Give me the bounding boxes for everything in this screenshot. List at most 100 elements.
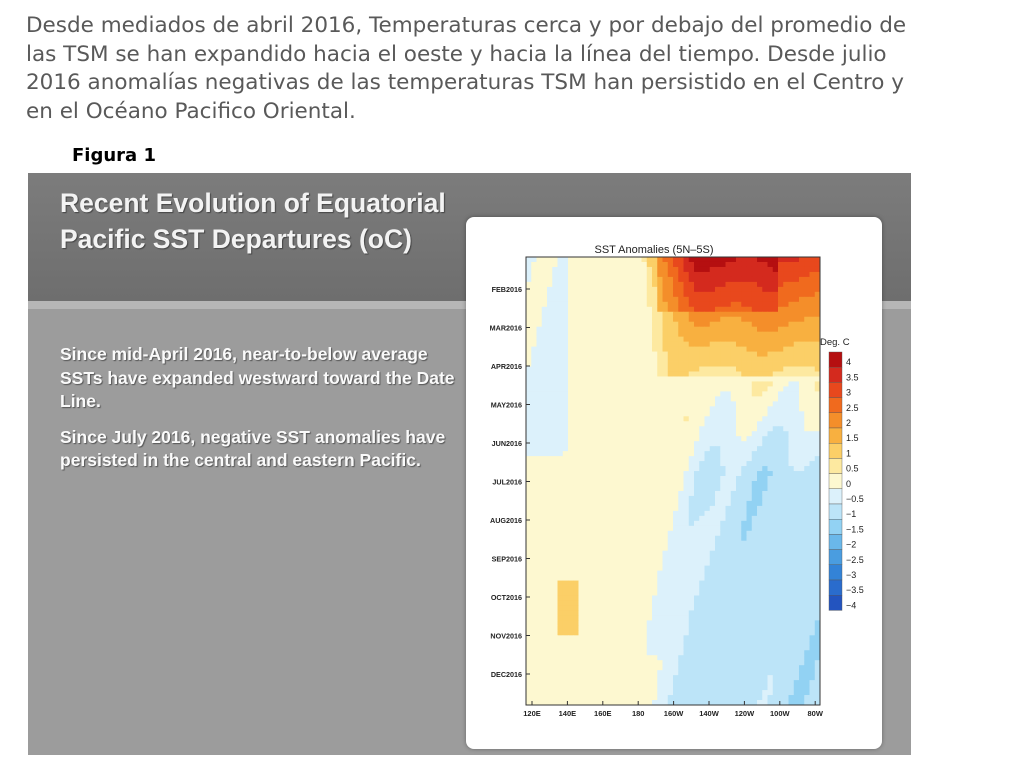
anomaly-cell bbox=[788, 660, 795, 666]
anomaly-cell bbox=[636, 336, 642, 343]
anomaly-cell bbox=[657, 495, 663, 502]
anomaly-cell bbox=[678, 436, 684, 442]
anomaly-cell bbox=[741, 605, 747, 611]
anomaly-cell bbox=[709, 620, 716, 626]
anomaly-cell bbox=[715, 675, 721, 681]
anomaly-cell bbox=[757, 296, 763, 303]
anomaly-cell bbox=[536, 515, 543, 522]
anomaly-cell bbox=[683, 436, 690, 442]
anomaly-cell bbox=[552, 660, 558, 666]
anomaly-cell bbox=[594, 610, 600, 616]
anomaly-cell bbox=[573, 675, 579, 681]
anomaly-cell bbox=[746, 271, 753, 278]
anomaly-cell bbox=[788, 391, 795, 397]
anomaly-cell bbox=[778, 326, 784, 333]
anomaly-cell bbox=[799, 605, 805, 611]
anomaly-cell bbox=[610, 431, 616, 437]
anomaly-cell bbox=[704, 560, 711, 567]
anomaly-cell bbox=[652, 316, 658, 323]
anomaly-cell bbox=[536, 336, 543, 343]
anomaly-cell bbox=[641, 625, 648, 631]
anomaly-cell bbox=[704, 271, 711, 278]
anomaly-cell bbox=[767, 650, 774, 656]
anomaly-cell bbox=[678, 296, 684, 303]
anomaly-cell bbox=[646, 545, 653, 552]
anomaly-cell bbox=[652, 640, 658, 646]
anomaly-cell bbox=[578, 505, 585, 512]
anomaly-cell bbox=[678, 391, 684, 397]
anomaly-cell bbox=[610, 401, 616, 407]
anomaly-cell bbox=[667, 451, 674, 457]
anomaly-cell bbox=[793, 326, 800, 333]
anomaly-cell bbox=[547, 690, 553, 696]
anomaly-cell bbox=[568, 695, 574, 701]
anomaly-cell bbox=[704, 436, 711, 442]
anomaly-cell bbox=[704, 401, 711, 407]
anomaly-cell bbox=[599, 530, 606, 537]
anomaly-cell bbox=[767, 660, 774, 666]
anomaly-cell bbox=[625, 431, 632, 437]
anomaly-cell bbox=[604, 346, 611, 352]
anomaly-cell bbox=[730, 620, 737, 626]
anomaly-cell bbox=[536, 326, 543, 333]
anomaly-cell bbox=[715, 520, 721, 527]
anomaly-cell bbox=[788, 311, 795, 318]
anomaly-cell bbox=[772, 530, 779, 537]
anomaly-cell bbox=[536, 485, 543, 492]
anomaly-cell bbox=[751, 346, 758, 352]
anomaly-cell bbox=[778, 476, 784, 482]
anomaly-cell bbox=[547, 291, 553, 298]
anomaly-cell bbox=[783, 610, 789, 616]
anomaly-cell bbox=[657, 520, 663, 527]
anomaly-cell bbox=[562, 296, 569, 303]
anomaly-cell bbox=[778, 291, 784, 298]
anomaly-cell bbox=[573, 281, 579, 288]
anomaly-cell bbox=[662, 441, 669, 447]
anomaly-cell bbox=[751, 620, 758, 626]
anomaly-cell bbox=[736, 570, 742, 576]
anomaly-cell bbox=[778, 555, 784, 562]
anomaly-cell bbox=[715, 306, 721, 313]
anomaly-cell bbox=[578, 306, 585, 313]
anomaly-cell bbox=[578, 630, 585, 636]
anomaly-cell bbox=[725, 615, 732, 621]
anomaly-cell bbox=[583, 311, 590, 318]
anomaly-cell bbox=[725, 600, 732, 606]
anomaly-cell bbox=[662, 346, 669, 352]
anomaly-cell bbox=[652, 281, 658, 288]
anomaly-cell bbox=[594, 505, 600, 512]
anomaly-cell bbox=[578, 590, 585, 596]
anomaly-cell bbox=[652, 306, 658, 313]
anomaly-cell bbox=[531, 366, 537, 372]
anomaly-cell bbox=[678, 615, 684, 621]
anomaly-cell bbox=[783, 600, 789, 606]
anomaly-cell bbox=[683, 476, 690, 482]
anomaly-cell bbox=[568, 291, 574, 298]
anomaly-cell bbox=[767, 580, 774, 586]
anomaly-cell bbox=[641, 665, 648, 671]
anomaly-cell bbox=[552, 316, 558, 323]
anomaly-cell bbox=[541, 650, 548, 656]
anomaly-cell bbox=[809, 670, 816, 676]
anomaly-cell bbox=[778, 286, 784, 293]
anomaly-cell bbox=[741, 690, 747, 696]
anomaly-cell bbox=[625, 386, 632, 392]
anomaly-cell bbox=[620, 495, 627, 502]
anomaly-cell bbox=[772, 605, 779, 611]
anomaly-cell bbox=[604, 555, 611, 562]
anomaly-cell bbox=[767, 655, 774, 661]
anomaly-cell bbox=[526, 451, 532, 457]
anomaly-cell bbox=[604, 665, 611, 671]
anomaly-cell bbox=[657, 441, 663, 447]
anomaly-cell bbox=[767, 645, 774, 651]
anomaly-cell bbox=[730, 505, 737, 512]
anomaly-cell bbox=[531, 520, 537, 527]
anomaly-cell bbox=[657, 545, 663, 552]
anomaly-cell bbox=[788, 665, 795, 671]
anomaly-cell bbox=[788, 446, 795, 452]
anomaly-cell bbox=[678, 675, 684, 681]
anomaly-cell bbox=[746, 411, 753, 417]
anomaly-cell bbox=[646, 316, 653, 323]
anomaly-cell bbox=[536, 550, 543, 557]
anomaly-cell bbox=[547, 406, 553, 412]
